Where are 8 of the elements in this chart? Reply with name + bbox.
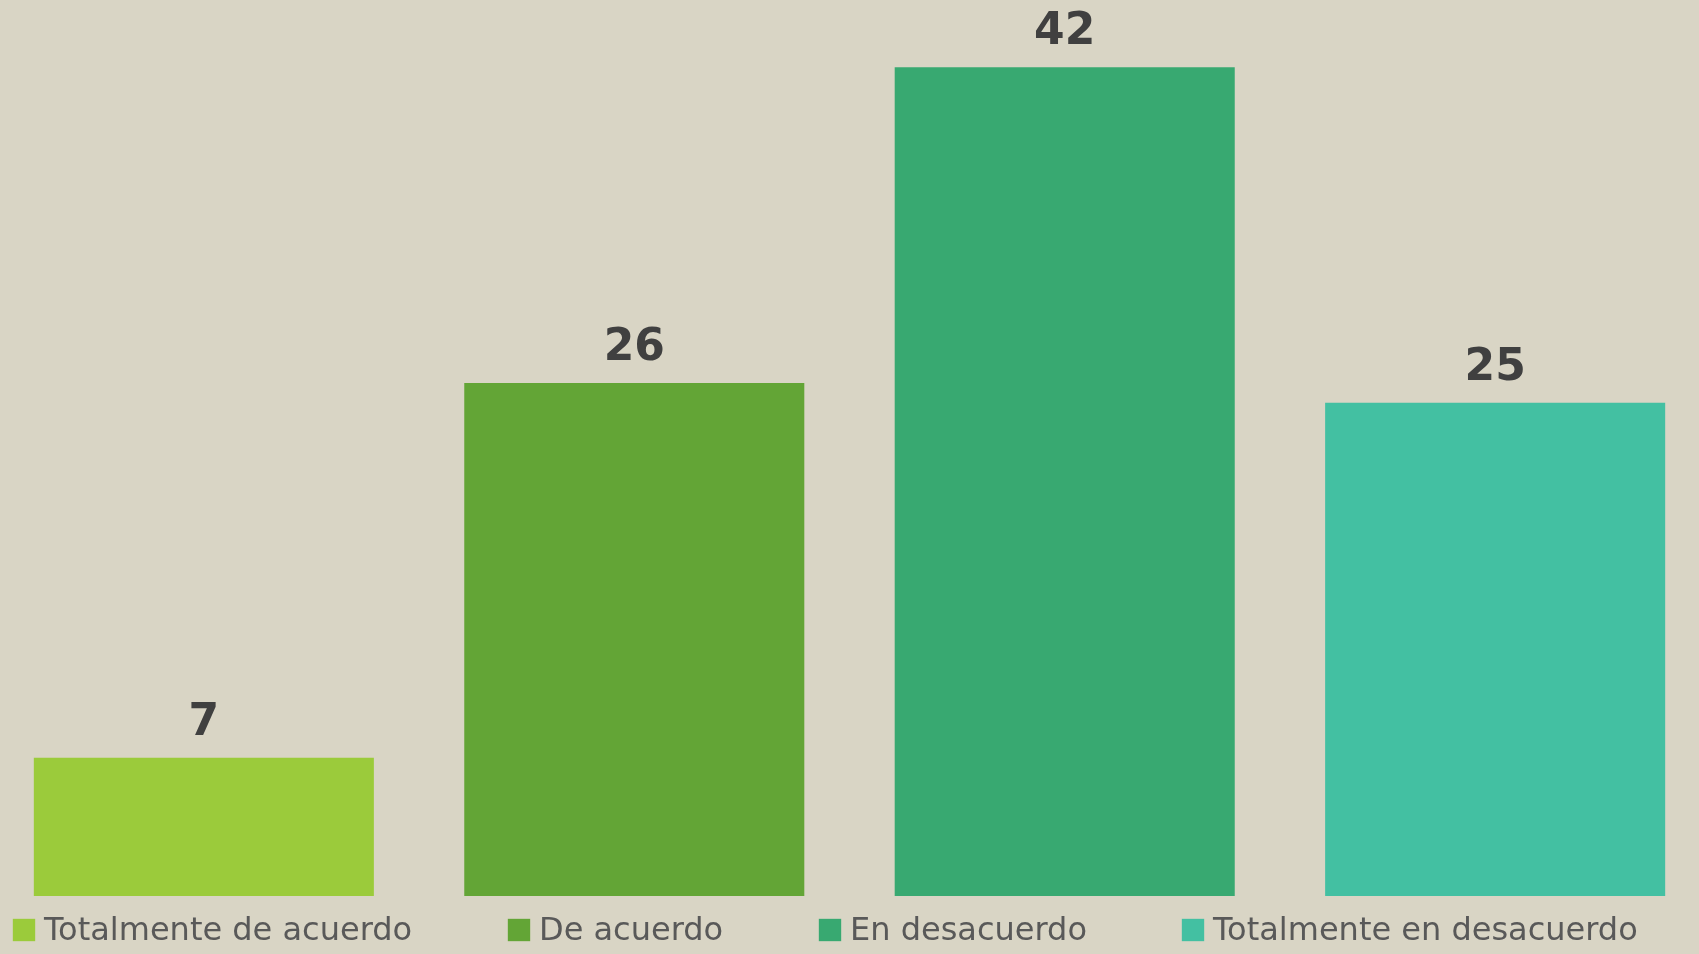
legend-label: Totalmente en desacuerdo bbox=[1212, 910, 1638, 948]
data-label: 25 bbox=[1464, 338, 1526, 390]
legend-label: De acuerdo bbox=[539, 910, 724, 948]
data-label: 7 bbox=[188, 693, 220, 745]
legend-label: Totalmente de acuerdo bbox=[43, 910, 413, 948]
data-label: 26 bbox=[603, 318, 665, 370]
data-label: 42 bbox=[1034, 3, 1096, 55]
legend-label: En desacuerdo bbox=[850, 910, 1087, 948]
